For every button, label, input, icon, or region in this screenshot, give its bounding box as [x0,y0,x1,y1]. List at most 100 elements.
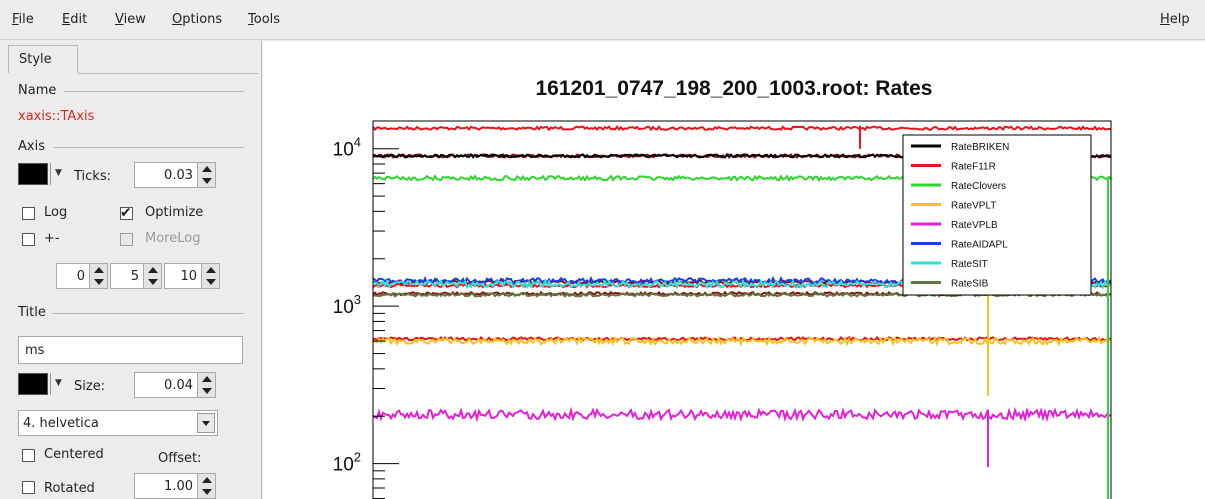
y-tick-label: 102 [333,450,361,476]
spin-down-icon[interactable] [206,279,216,285]
plusminus-checkbox[interactable] [22,233,35,246]
menu-file[interactable]: File [12,12,34,27]
menu-view-mnemonic: V [115,12,124,27]
divisions-primary-spinner[interactable]: 0 [56,263,108,289]
menu-edit-mnemonic: E [62,12,71,27]
menu-options[interactable]: Options [172,12,222,27]
menu-options-mnemonic: O [172,12,183,27]
legend-label-ratesit: RateSIT [951,259,988,270]
plot-title: 161201_0747_198_200_1003.root: Rates [535,77,933,100]
menu-help[interactable]: Help [1160,12,1190,27]
legend-label-rateclovers: RateClovers [951,181,1006,192]
axis-group-title: Axis [18,139,45,154]
tab-style[interactable]: Style [8,45,78,73]
divisions-primary-value: 0 [76,269,85,284]
divisions-primary-buttons[interactable] [89,264,107,288]
centered-label: Centered [44,447,104,462]
legend-label-ratebriken: RateBRIKEN [951,142,1009,153]
size-spinner[interactable]: 0.04 [134,372,216,398]
y-tick-label: 103 [333,292,361,318]
plot-frame [372,120,1112,499]
font-select[interactable]: 4. helvetica [18,410,218,436]
divisions-secondary-value: 5 [130,269,139,284]
size-value: 0.04 [164,378,193,393]
title-color-swatch[interactable] [18,373,48,395]
legend-label-ratef11r: RateF11R [951,162,996,173]
optimize-label: Optimize [145,205,204,220]
ticks-value: 0.03 [164,168,193,183]
legend-label-rateaidapl: RateAIDAPL [951,240,1008,251]
menu-view[interactable]: View [115,12,146,27]
ticks-label: Ticks: [74,169,111,184]
menu-help-mnemonic: H [1160,12,1170,27]
size-spinner-buttons[interactable] [197,373,215,397]
chevron-down-icon[interactable] [197,413,215,433]
menu-tools[interactable]: Tools [248,12,280,27]
spin-down-icon[interactable] [94,279,104,285]
spin-down-icon[interactable] [202,388,212,394]
spin-up-icon[interactable] [206,267,216,273]
menu-edit[interactable]: Edit [62,12,87,27]
object-name: xaxis::TAxis [18,109,95,124]
spin-down-icon[interactable] [148,279,158,285]
menu-tools-mnemonic: T [248,12,254,27]
title-color-dropdown-icon[interactable]: ▼ [50,373,68,395]
tab-style-label: Style [19,52,52,67]
spin-down-icon[interactable] [202,178,212,184]
menu-file-mnemonic: F [12,12,19,27]
centered-checkbox[interactable] [22,449,35,462]
optimize-checkbox[interactable]: ✔ [120,205,133,221]
plusminus-label: +- [44,231,60,246]
legend-label-ratevplb: RateVPLB [951,220,998,231]
morelog-label: MoreLog [145,231,201,246]
spin-up-icon[interactable] [148,267,158,273]
spin-up-icon[interactable] [94,267,104,273]
divisions-secondary-spinner[interactable]: 5 [110,263,162,289]
size-label: Size: [74,379,106,394]
axis-color-dropdown-icon[interactable]: ▼ [50,163,68,185]
menu-tools-label: ools [253,12,281,27]
title-group-divider [52,313,244,314]
title-group-title: Title [18,305,46,320]
divisions-tertiary-buttons[interactable] [201,264,219,288]
menu-view-label: iew [123,12,146,27]
name-group-title: Name [18,83,57,98]
menu-bar: File Edit View Options Tools Help [0,0,1205,40]
spin-down-icon[interactable] [202,489,212,495]
divisions-tertiary-value: 10 [180,269,197,284]
root-canvas[interactable]: 161201_0747_198_200_1003.root: Rates 102… [263,41,1205,499]
menu-edit-label: dit [70,12,88,27]
extra-series-line [372,125,1112,132]
offset-value: 1.00 [164,479,193,494]
log-checkbox[interactable] [22,207,35,220]
attribute-editor-panel: Style Name xaxis::TAxis Axis ▼ Ticks: 0.… [0,41,262,499]
rotated-checkbox[interactable] [22,481,35,494]
log-label: Log [44,205,68,220]
offset-spinner[interactable]: 1.00 [134,473,216,499]
ticks-spinner-buttons[interactable] [197,163,215,187]
divisions-tertiary-spinner[interactable]: 10 [164,263,220,289]
spin-up-icon[interactable] [202,166,212,172]
spin-up-icon[interactable] [202,477,212,483]
series-line-ratevplb [372,406,1112,423]
rotated-label: Rotated [44,481,95,496]
divisions-secondary-buttons[interactable] [143,264,161,288]
axis-title-input[interactable]: ms [18,336,243,364]
name-group-divider [64,91,244,92]
menu-file-label: ile [18,12,34,27]
offset-label: Offset: [158,451,202,466]
spin-up-icon[interactable] [202,376,212,382]
offset-spinner-buttons[interactable] [197,474,215,498]
legend-box [902,134,1092,296]
menu-options-label: ptions [182,12,223,27]
y-tick-label: 104 [333,135,361,161]
ticks-spinner[interactable]: 0.03 [134,162,216,188]
morelog-checkbox [120,233,133,246]
axis-color-swatch[interactable] [18,163,48,185]
check-icon: ✔ [120,205,132,221]
font-select-value: 4. helvetica [23,416,99,431]
legend-label-ratevplt: RateVPLT [951,201,996,212]
menu-help-label: elp [1169,12,1190,27]
rates-plot[interactable]: 102 103 104 RateBRIKEN RateF11R RateClovers Ra… [263,41,1205,499]
tab-underline [78,73,258,74]
